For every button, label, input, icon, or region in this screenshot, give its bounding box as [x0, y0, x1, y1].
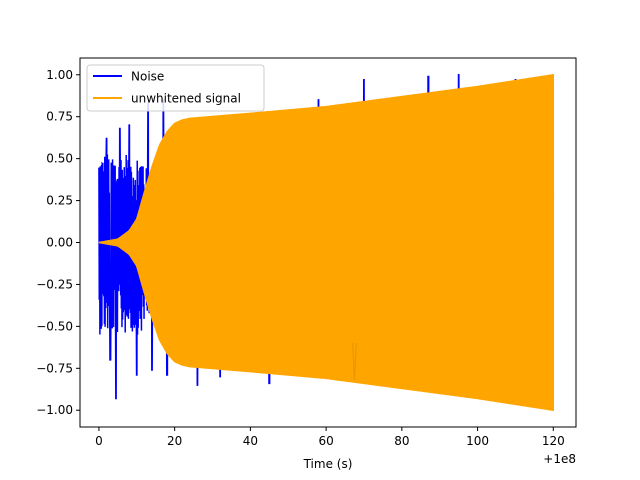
x-offset-label: +1e8: [543, 452, 576, 466]
y-tick-label: 1.00: [46, 68, 73, 82]
x-tick-label: 0: [95, 434, 103, 448]
x-tick-label: 40: [243, 434, 258, 448]
legend-label-unwhitened-signal: unwhitened signal: [131, 92, 241, 106]
legend-box: [86, 64, 265, 112]
unwhitened-signal-envelope: [98, 73, 555, 412]
legend: Noise unwhitened signal: [86, 64, 265, 112]
y-tick-label: 0.50: [46, 152, 73, 166]
unwhitened-signal-series: [98, 73, 555, 412]
x-tick-label: 60: [318, 434, 333, 448]
x-tick-label: 20: [167, 434, 182, 448]
signal-artifact: [352, 343, 357, 381]
y-tick-label: −0.75: [36, 361, 73, 375]
x-tick-label: 120: [542, 434, 565, 448]
x-axis: 0 20 40 60 80 100 120: [95, 427, 565, 448]
x-tick-label: 80: [394, 434, 409, 448]
y-axis: −1.00 −0.75 −0.50 −0.25 0.00 0.25 0.50 0.75 1.00: [36, 68, 80, 417]
x-tick-label: 100: [466, 434, 489, 448]
y-tick-label: −0.50: [36, 319, 73, 333]
plot-area: [98, 73, 555, 412]
y-tick-label: 0.00: [46, 236, 73, 250]
y-tick-label: 0.75: [46, 110, 73, 124]
y-tick-label: 0.25: [46, 194, 73, 208]
legend-label-noise: Noise: [131, 70, 164, 84]
y-tick-label: −1.00: [36, 403, 73, 417]
x-axis-label: Time (s): [303, 457, 353, 471]
y-tick-label: −0.25: [36, 277, 73, 291]
